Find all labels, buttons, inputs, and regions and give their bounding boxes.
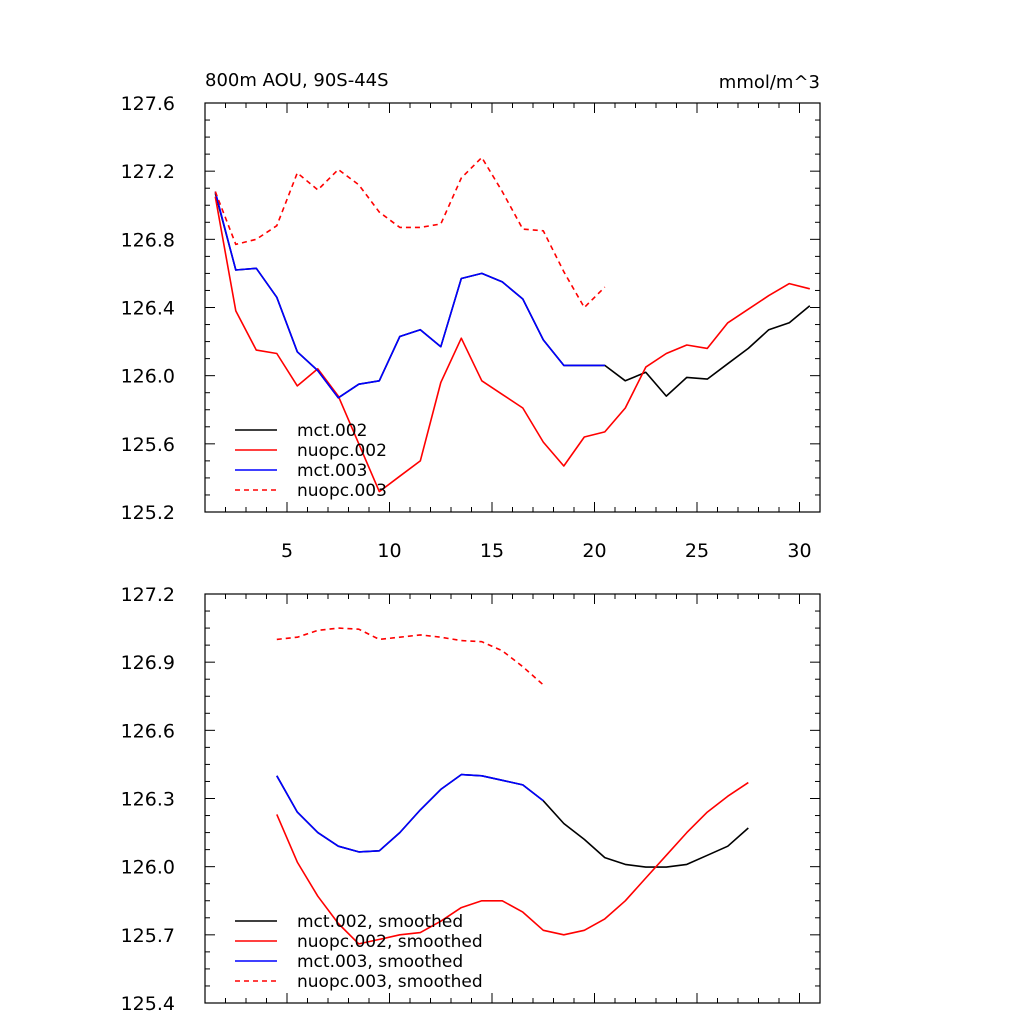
y-tick-label: 126.6: [121, 720, 175, 742]
y-tick-label: 126.3: [121, 789, 175, 811]
series-line: [214, 156, 606, 309]
x-tick-label: 10: [377, 540, 401, 562]
x-tick-label: 20: [582, 540, 606, 562]
y-tick-label: 125.7: [121, 925, 175, 947]
legend-label: mct.003, smoothed: [297, 952, 463, 972]
series-line: [276, 773, 544, 853]
y-tick-label: 126.0: [121, 857, 175, 879]
series-line: [276, 773, 749, 868]
bottom-panel-chart: 125.4 125.7 126.0 126.3 126.6 126.9 127.2 mct.0…: [121, 584, 821, 1015]
top-panel-chart: 125.2 125.6 126.0 126.4 126.8 127.2 127.6 5 10 15…: [121, 93, 821, 562]
legend-label: nuopc.003, smoothed: [297, 972, 483, 992]
chart-units: mmol/m^3: [719, 72, 820, 93]
series-line: [214, 196, 810, 493]
y-tick-label: 127.2: [121, 584, 175, 606]
y-tick-label: 125.6: [121, 434, 175, 456]
legend-label: mct.003: [297, 461, 367, 481]
series-line: [276, 627, 544, 686]
x-tick-label: 5: [281, 540, 293, 562]
y-tick-label: 125.4: [121, 993, 175, 1015]
y-tick-label: 125.2: [121, 502, 175, 524]
x-tick-label: 15: [480, 540, 504, 562]
legend-label: mct.002, smoothed: [297, 912, 463, 932]
y-tick-label: 126.4: [121, 298, 175, 320]
x-tick-label: 25: [685, 540, 709, 562]
x-tick-label: 30: [787, 540, 811, 562]
y-tick-label: 126.0: [121, 366, 175, 388]
series-line: [276, 781, 749, 945]
legend-label: nuopc.003: [297, 481, 387, 501]
chart-title: 800m AOU, 90S-44S: [205, 70, 389, 91]
series-line: [214, 193, 811, 399]
legend-label: mct.002: [297, 421, 367, 441]
y-tick-label: 126.8: [121, 229, 175, 251]
series-line: [214, 191, 605, 399]
y-tick-label: 126.9: [121, 652, 175, 674]
y-tick-label: 127.6: [121, 93, 175, 115]
legend-label: nuopc.002: [297, 441, 387, 461]
legend-label: nuopc.002, smoothed: [297, 932, 483, 952]
y-tick-label: 127.2: [121, 161, 175, 183]
